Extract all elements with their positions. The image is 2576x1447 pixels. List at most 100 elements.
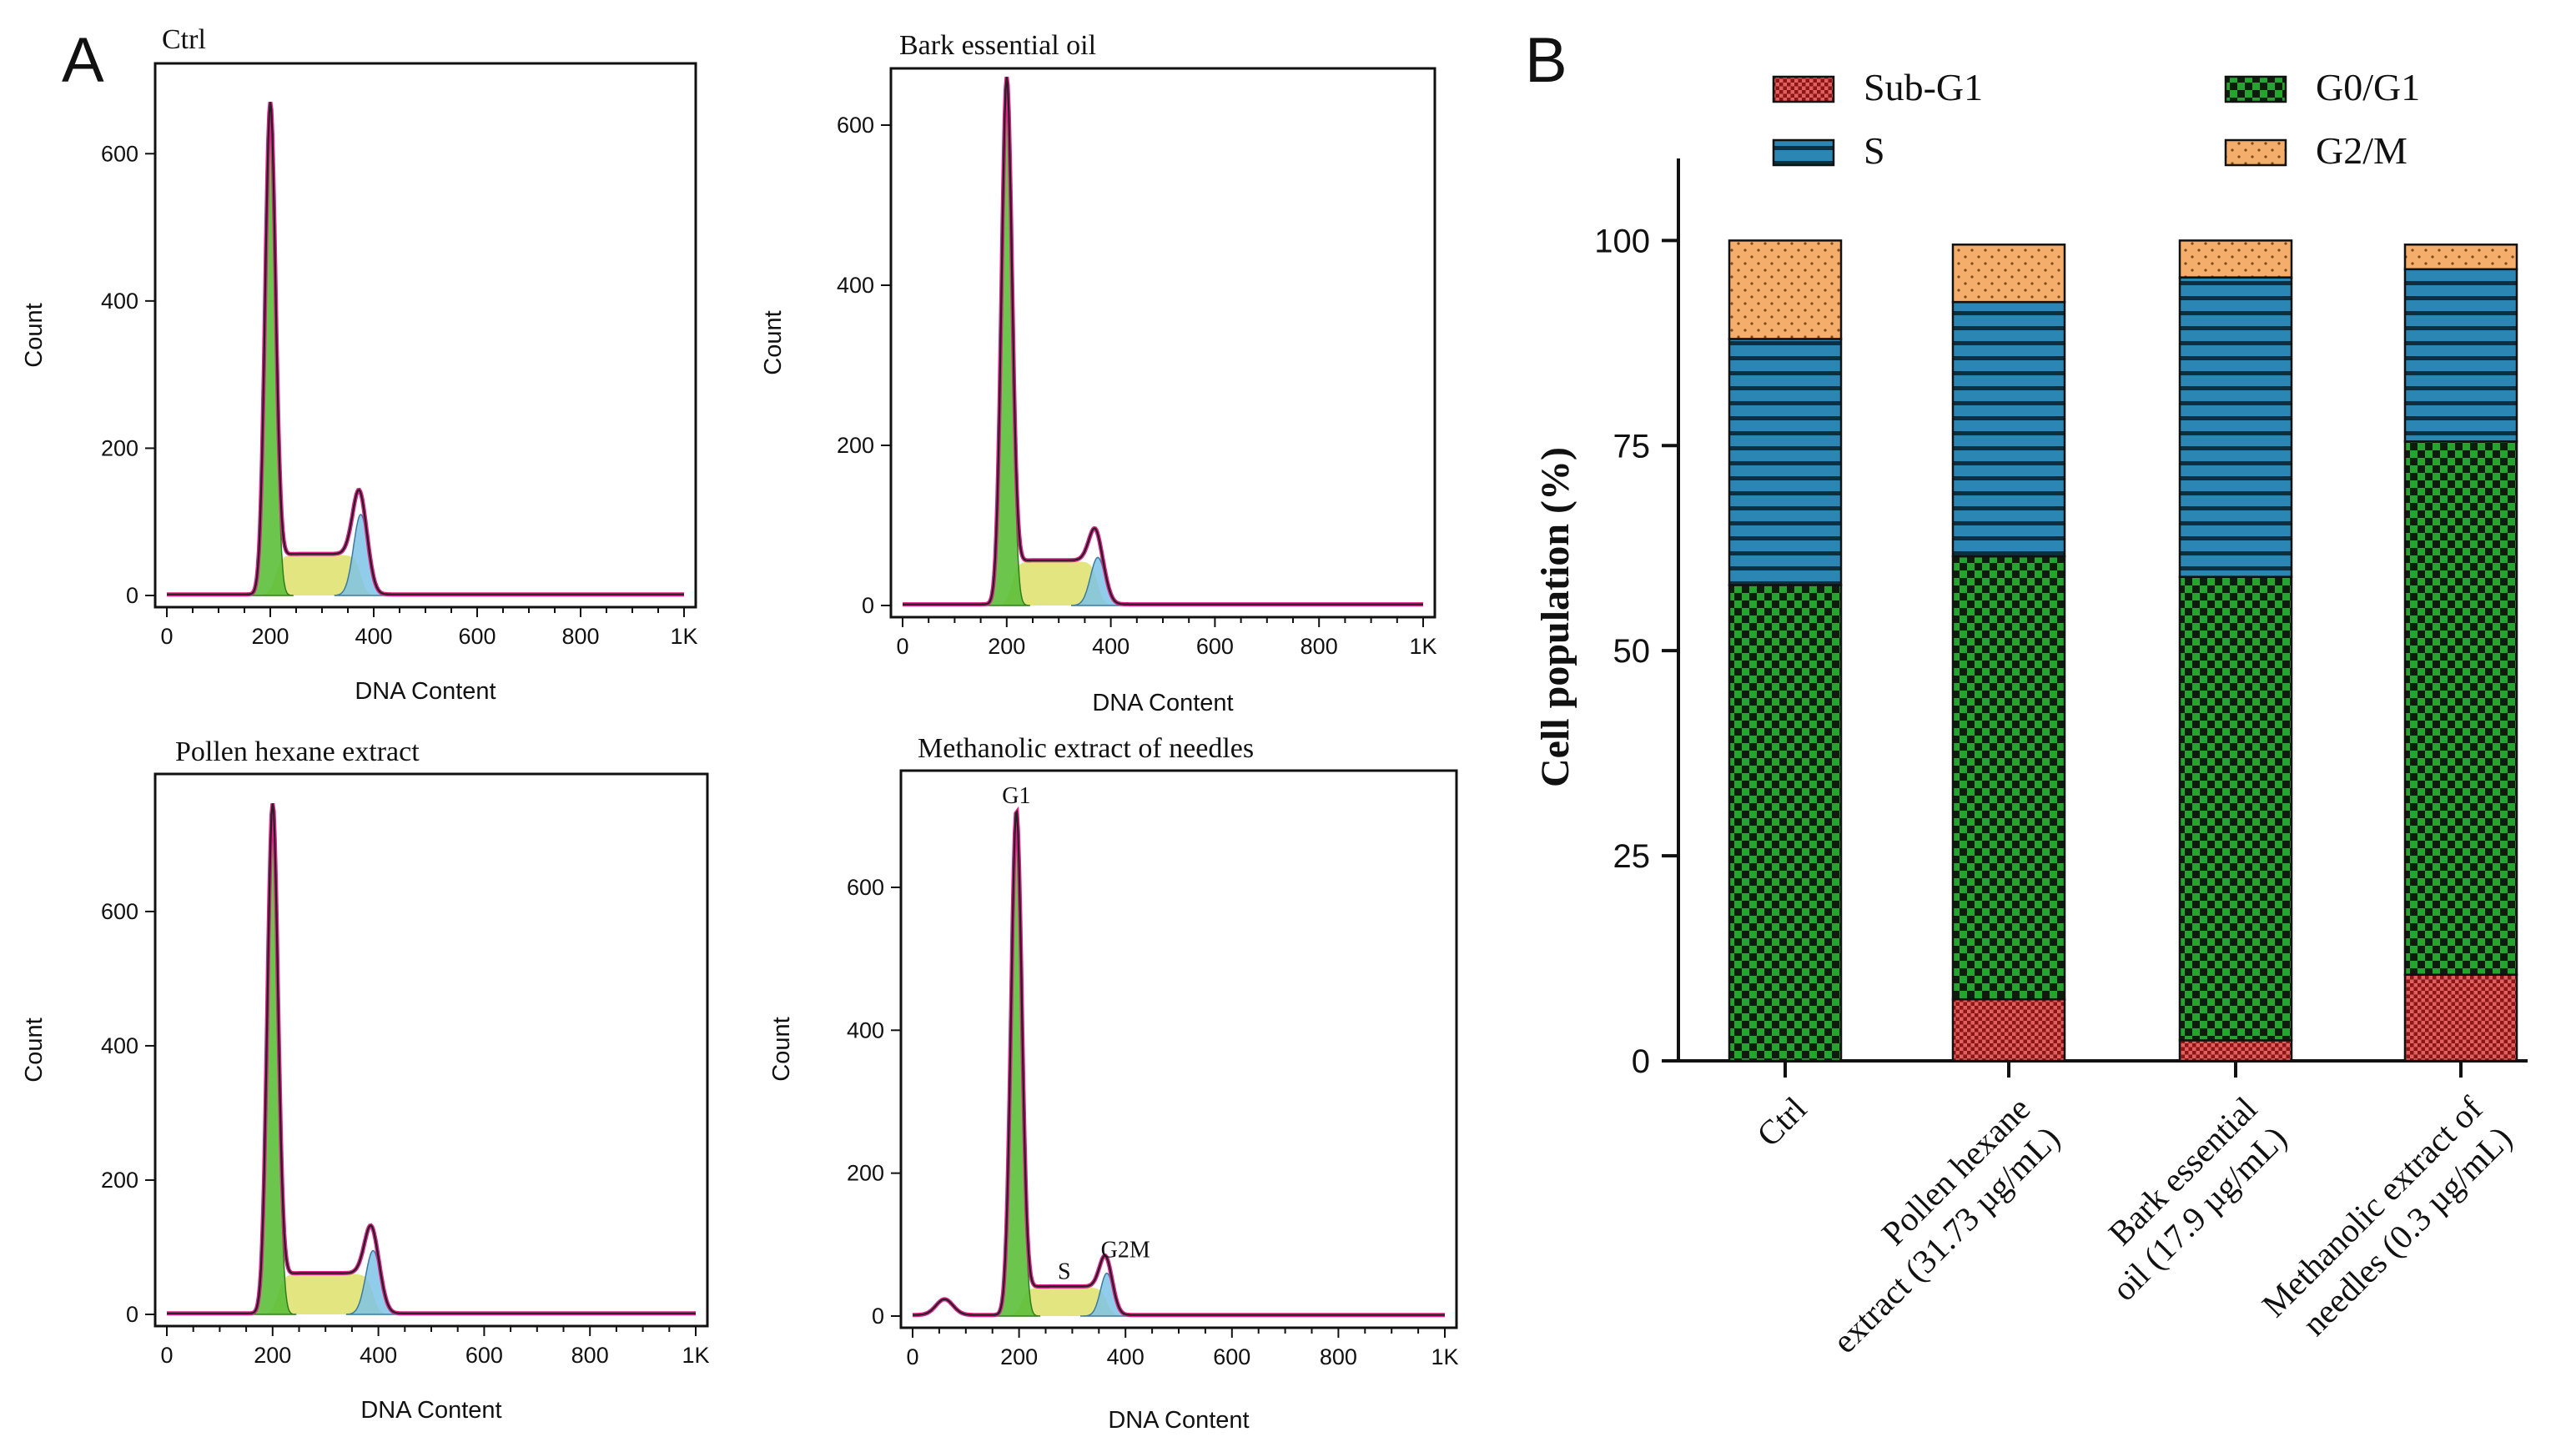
histogram-title: Pollen hexane extract (175, 736, 420, 767)
y-tick-label: 25 (1613, 838, 1651, 875)
x-tick-label: 600 (1213, 1344, 1250, 1369)
legend-label: Sub-G1 (1864, 66, 1983, 108)
bar-segment-g0-g1 (1728, 584, 1843, 1063)
bar-segment-g0-g1 (2403, 440, 2518, 976)
plot-frame (153, 62, 697, 609)
plot-frame (153, 772, 709, 1328)
y-tick-label: 200 (837, 433, 874, 458)
bar-segment-s (1951, 300, 2066, 558)
histogram-title: Bark essential oil (899, 30, 1096, 61)
x-tick-label: 400 (355, 624, 392, 649)
legend-swatch (2224, 75, 2287, 103)
x-axis-label: DNA Content (360, 1397, 501, 1424)
bar-segment-sub-g1 (2403, 973, 2518, 1063)
x-tick-label: 1K (1409, 634, 1436, 659)
y-axis-label: Count (760, 310, 787, 374)
stacked-bar-chart: Cell population (%) Sub-G1 G0/G1 S G2/M 0 25… (1533, 66, 2528, 1360)
y-tick-label: 600 (101, 899, 138, 924)
bar-segment-g2-m (1728, 239, 1843, 340)
x-tick-label: 200 (988, 634, 1025, 659)
histogram-title: Ctrl (162, 24, 206, 55)
category-label-line: Ctrl (1749, 1089, 1814, 1154)
bar-segment-g0-g1 (2178, 575, 2293, 1042)
y-tick-label: 400 (847, 1017, 884, 1043)
category-label: Bark essentialoil (17.9 µg/mL) (2075, 1089, 2294, 1309)
bar-segment-s (2178, 276, 2293, 578)
legend-label: G0/G1 (2316, 66, 2420, 108)
x-axis-label: DNA Content (1092, 690, 1233, 716)
category-label: Ctrl (1749, 1089, 1814, 1154)
x-axis-label: DNA Content (355, 678, 496, 705)
x-tick-label: 400 (1092, 634, 1130, 659)
bar-segment-s (2403, 268, 2518, 443)
x-tick-label: 600 (458, 624, 496, 649)
x-tick-label: 800 (1320, 1344, 1357, 1369)
phase-annotation: G2M (1101, 1238, 1150, 1264)
phase-annotation: G1 (1002, 783, 1030, 809)
x-tick-label: 200 (254, 1343, 291, 1368)
y-axis-label: Count (21, 303, 48, 367)
x-tick-label: 0 (906, 1344, 918, 1369)
y-tick-label: 200 (101, 1168, 138, 1193)
bar-segment-g0-g1 (1951, 555, 2066, 1001)
panel-label-b: B (1525, 25, 1567, 96)
x-tick-label: 1K (1431, 1344, 1458, 1369)
x-tick-label: 1K (682, 1343, 709, 1368)
bar-segment-g2-m (2178, 239, 2293, 279)
legend-swatch (1772, 138, 1835, 167)
bar-segment-sub-g1 (2178, 1039, 2293, 1063)
y-axis-label: Count (768, 1017, 795, 1081)
y-tick-label: 400 (837, 273, 874, 298)
y-tick-label: 600 (837, 113, 874, 138)
y-tick-label: 600 (101, 141, 138, 166)
y-tick-label: 400 (101, 1033, 138, 1058)
y-axis-label: Count (21, 1017, 48, 1082)
y-tick-label: 600 (847, 875, 884, 900)
bar-segment-g2-m (2403, 244, 2518, 271)
s-phase-area (1005, 1287, 1123, 1316)
s-phase-area (996, 561, 1114, 605)
histogram-trace-line (167, 102, 684, 595)
histogram-trace-line (903, 77, 1423, 605)
legend-label: S (1864, 129, 1885, 172)
legend: Sub-G1 G0/G1 S G2/M (1772, 66, 2420, 172)
panel-label-a: A (62, 25, 104, 96)
histogram-title: Methanolic extract of needles (918, 733, 1254, 764)
x-tick-label: 200 (1000, 1344, 1038, 1369)
x-tick-label: 800 (561, 624, 599, 649)
bar-segment-g2-m (1951, 244, 2066, 304)
x-tick-label: 0 (160, 624, 173, 649)
bar-segment-s (1728, 338, 1843, 586)
legend-swatch (2224, 138, 2287, 167)
x-tick-label: 600 (1196, 634, 1234, 659)
bar-segment-sub-g1 (1951, 997, 2066, 1063)
histogram-ctrl: Ctrl 0 200 400 600 800 1K 0 200 400 600 DNA Conten… (21, 24, 698, 705)
x-axis-label: DNA Content (1108, 1407, 1249, 1434)
x-tick-label: 0 (896, 634, 908, 659)
x-tick-label: 400 (1107, 1344, 1145, 1369)
histogram-pollen-hexane-extract: Pollen hexane extract 0 200 400 600 800 1K 0 20… (21, 736, 710, 1424)
y-tick-label: 200 (847, 1161, 884, 1186)
x-tick-label: 0 (160, 1343, 173, 1368)
legend-label: G2/M (2316, 129, 2407, 172)
x-tick-label: 400 (360, 1343, 397, 1368)
category-label: Methanolic extract ofneedles (0.3 µg/mL) (2254, 1089, 2519, 1354)
histogram-trace-line (167, 803, 696, 1314)
histogram-methanolic-extract-of-needles: Methanolic extract of needles 0 200 400 600… (768, 733, 1459, 1434)
s-phase-area (262, 1274, 390, 1314)
y-tick-label: 100 (1594, 223, 1650, 259)
plot-frame (899, 769, 1458, 1329)
y-tick-label: 75 (1613, 428, 1651, 465)
category-label: Pollen hexaneextract (31.73 µg/mL) (1795, 1089, 2066, 1360)
y-tick-label: 0 (126, 1302, 138, 1327)
y-tick-label: 200 (101, 435, 138, 460)
y-tick-label: 50 (1613, 633, 1651, 670)
y-axis-label: Cell population (%) (1533, 447, 1577, 787)
x-tick-label: 800 (1301, 634, 1338, 659)
x-tick-label: 200 (251, 624, 289, 649)
bar-plot-area: 0 25 50 75 100 Ctrl Pollen hexaneextract (31.7… (1594, 158, 2528, 1360)
y-tick-label: 0 (126, 583, 138, 608)
histogram-trace-line (913, 809, 1445, 1316)
y-tick-label: 0 (1632, 1043, 1650, 1080)
